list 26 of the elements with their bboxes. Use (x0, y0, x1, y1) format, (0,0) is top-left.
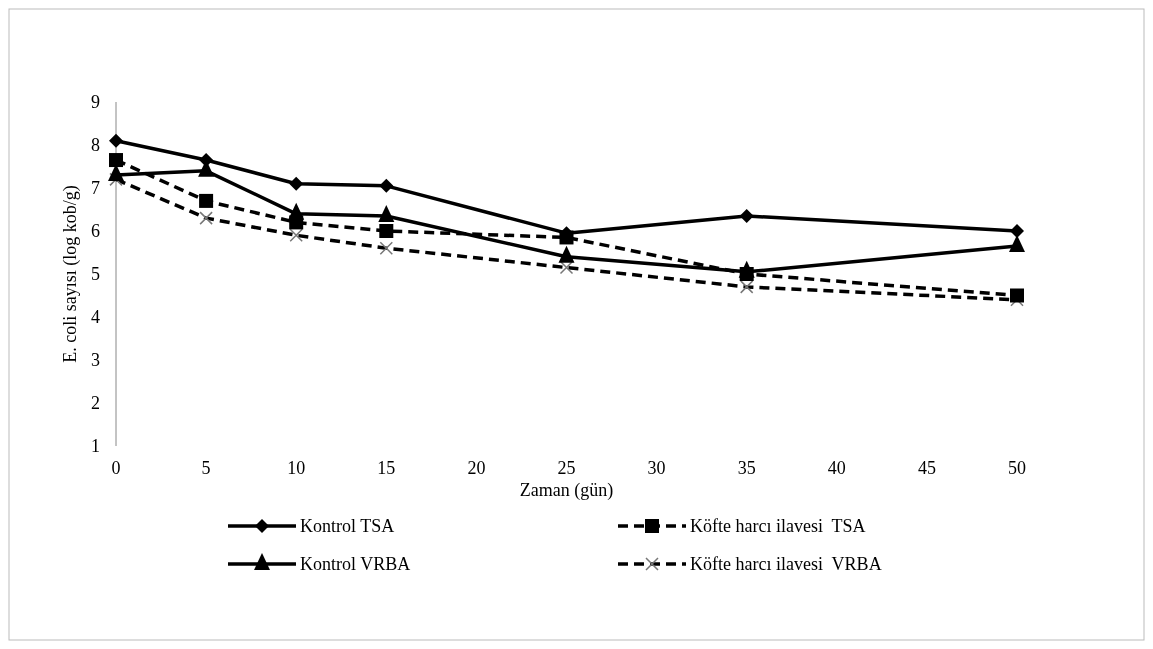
y-tick-label: 6 (91, 221, 100, 242)
x-tick-label: 5 (201, 458, 211, 478)
legend-label: Köfte harcı ilavesi VRBA (690, 554, 882, 575)
x-tick-label: 15 (377, 458, 396, 478)
legend-label: Köfte harcı ilavesi TSA (690, 516, 866, 537)
y-tick-label: 9 (91, 92, 100, 113)
legend-label: Kontrol TSA (300, 516, 395, 537)
x-axis-title: Zaman (gün) (519, 480, 614, 501)
legend-label: Kontrol VRBA (300, 554, 411, 575)
y-tick-label: 1 (91, 436, 100, 457)
x-tick-label: 35 (737, 458, 756, 478)
x-tick-label: 20 (467, 458, 486, 478)
x-tick-label: 10 (287, 458, 306, 478)
x-tick-label: 50 (1008, 458, 1026, 478)
y-tick-label: 5 (91, 264, 100, 285)
x-tick-label: 30 (647, 458, 666, 478)
x-tick-label: 45 (917, 458, 936, 478)
x-tick-label: 0 (111, 458, 121, 478)
y-tick-label: 2 (91, 393, 100, 414)
x-tick-label: 40 (827, 458, 846, 478)
y-tick-label: 8 (91, 135, 100, 156)
y-axis-title: E. coli sayısı (log kob/g) (60, 185, 81, 363)
x-tick-label: 25 (557, 458, 576, 478)
y-tick-label: 7 (91, 178, 100, 199)
y-tick-label: 3 (91, 350, 100, 371)
y-tick-label: 4 (91, 307, 100, 328)
